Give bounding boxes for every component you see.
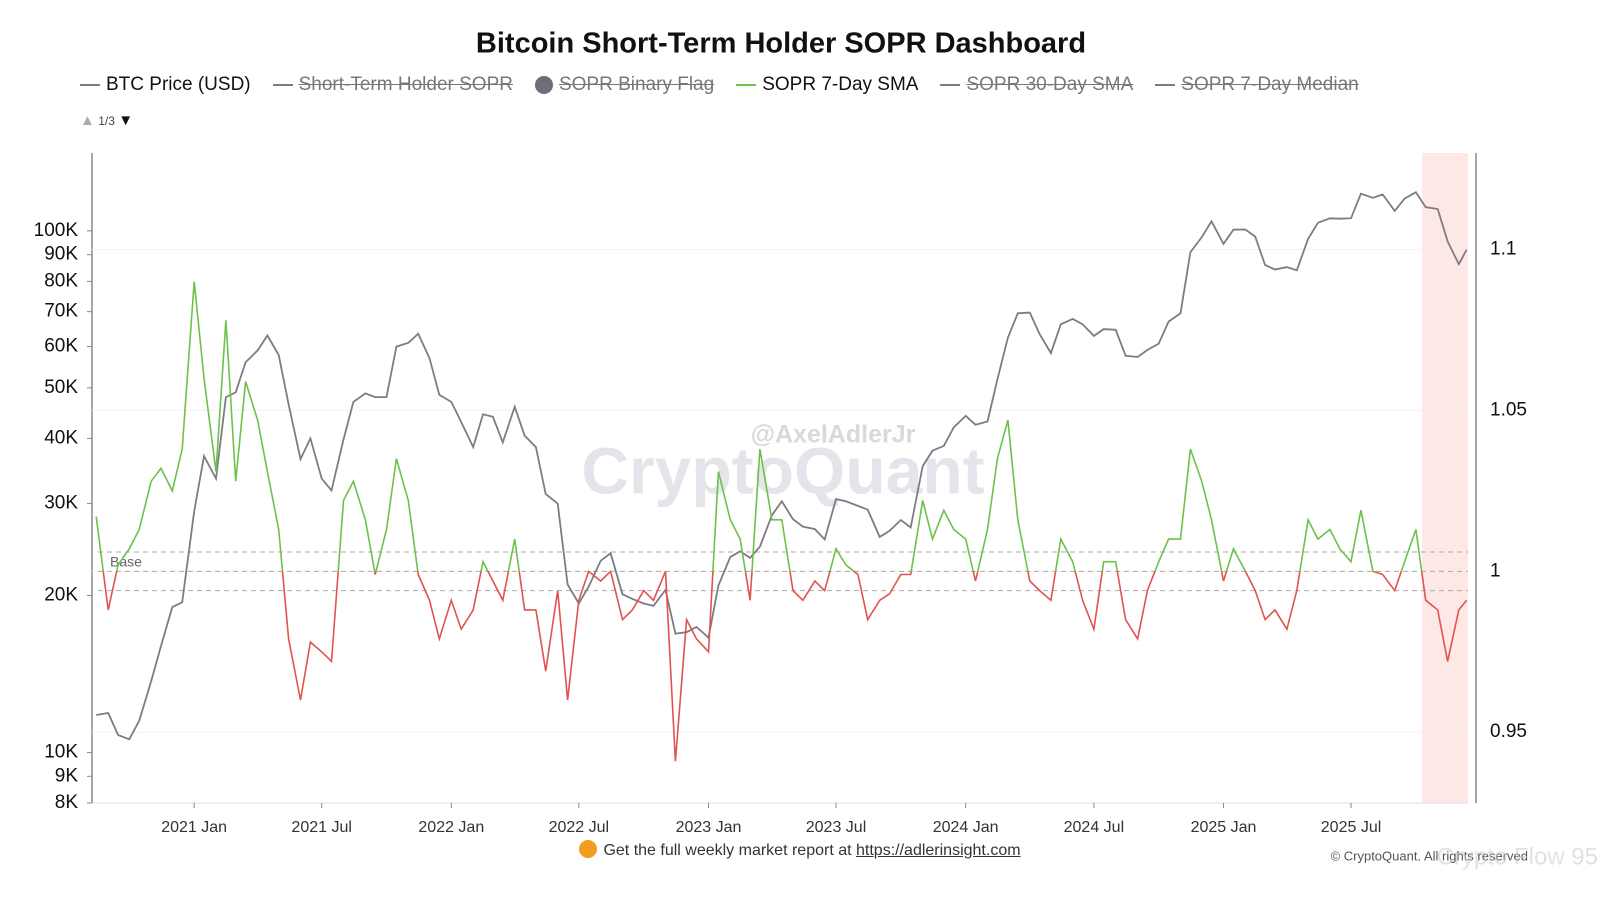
- legend-item[interactable]: Short-Term Holder SOPR: [272, 74, 513, 96]
- legend-swatch: [940, 84, 961, 86]
- legend-label: SOPR 7-Day Median: [1181, 74, 1359, 95]
- y2-tick-label: 1.05: [1490, 399, 1527, 420]
- legend-label: SOPR 30-Day SMA: [966, 74, 1134, 95]
- x-tick-label: 2023 Jan: [676, 819, 742, 836]
- overlay-watermark: Crypto Flow 95: [1437, 843, 1598, 870]
- price-line: [96, 191, 1468, 741]
- legend-item[interactable]: SOPR Binary Flag: [534, 74, 715, 96]
- legend-label: Short-Term Holder SOPR: [298, 74, 513, 95]
- y-tick-label: 20K: [44, 584, 78, 605]
- footer: Get the full weekly market report at htt…: [0, 840, 1600, 860]
- y-tick-label: 9K: [55, 765, 79, 786]
- legend-item[interactable]: SOPR 30-Day SMA: [940, 74, 1133, 96]
- x-tick-label: 2024 Jul: [1064, 819, 1125, 836]
- legend-swatch: [80, 84, 100, 86]
- legend-swatch: [736, 84, 757, 86]
- y-tick-label: 70K: [44, 301, 78, 322]
- x-tick-label: 2023 Jul: [806, 819, 867, 836]
- highlight-band: [1422, 153, 1468, 803]
- pager-down[interactable]: ▼: [118, 112, 134, 129]
- watermark-handle: @AxelAdlerJr: [751, 421, 916, 449]
- x-tick-label: 2025 Jul: [1321, 819, 1382, 836]
- y2-tick-label: 1: [1490, 560, 1501, 581]
- x-tick-label: 2024 Jan: [933, 819, 999, 836]
- legend-pager: ▲ 1/3 ▼: [80, 112, 133, 129]
- y-tick-label: 100K: [34, 220, 79, 241]
- y-tick-label: 30K: [44, 493, 78, 514]
- x-tick-label: 2021 Jan: [161, 819, 227, 836]
- legend-item[interactable]: SOPR 7-Day SMA: [736, 74, 918, 96]
- x-tick-label: 2025 Jan: [1191, 819, 1257, 836]
- y-tick-label: 90K: [44, 244, 78, 265]
- x-tick-label: 2022 Jul: [549, 819, 610, 836]
- watermark-brand: CryptoQuant: [581, 433, 984, 507]
- chart-title: Bitcoin Short-Term Holder SOPR Dashboard: [476, 28, 1086, 60]
- legend-label: SOPR Binary Flag: [558, 74, 715, 95]
- legend-swatch: [1155, 84, 1176, 86]
- y2-tick-label: 1.1: [1490, 239, 1516, 260]
- copyright: © CryptoQuant. All rights reserved: [1331, 848, 1528, 863]
- pager-text: 1/3: [98, 114, 115, 128]
- pager-up[interactable]: ▲: [80, 112, 95, 129]
- legend-swatch: [534, 76, 553, 94]
- legend-item[interactable]: SOPR 7-Day Median: [1155, 74, 1359, 96]
- footer-icon: [579, 840, 598, 858]
- y-tick-label: 60K: [44, 336, 78, 357]
- x-tick-label: 2021 Jul: [291, 819, 352, 836]
- legend-label: SOPR 7-Day SMA: [762, 74, 919, 95]
- y-tick-label: 40K: [44, 427, 78, 448]
- legend-label: BTC Price (USD): [106, 74, 251, 95]
- y-tick-label: 8K: [55, 792, 79, 813]
- sopr-line-below: [102, 571, 1468, 762]
- y-tick-label: 80K: [44, 270, 78, 291]
- reference-label: Base: [110, 554, 142, 570]
- sopr-line-above: [95, 281, 1423, 572]
- y-tick-label: 50K: [44, 377, 78, 398]
- x-tick-label: 2022 Jan: [418, 819, 484, 836]
- y-tick-label: 10K: [44, 741, 78, 762]
- footer-link[interactable]: https://adlerinsight.com: [856, 842, 1021, 859]
- y2-tick-label: 0.95: [1490, 721, 1527, 742]
- legend-swatch: [272, 84, 293, 86]
- footer-text: Get the full weekly market report at: [603, 842, 852, 859]
- legend-item[interactable]: BTC Price (USD): [80, 74, 251, 96]
- legend: BTC Price (USD) Short-Term Holder SOPR SOP…: [80, 74, 1359, 96]
